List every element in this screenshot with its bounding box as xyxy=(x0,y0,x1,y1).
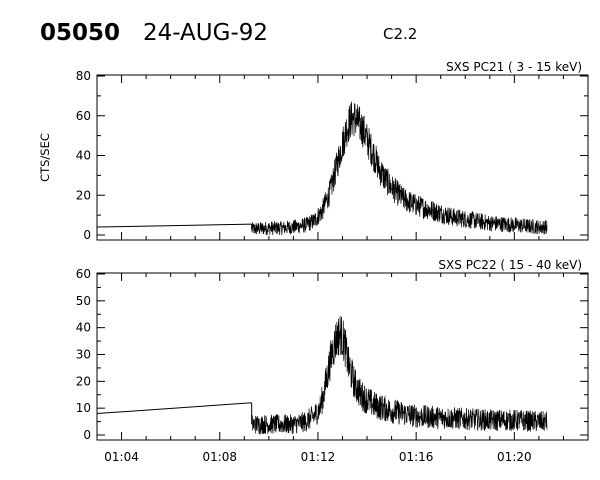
y-axis-label: CTS/SEC xyxy=(38,133,52,182)
y-tick-label: 20 xyxy=(76,374,91,388)
x-tick-label: 01:12 xyxy=(301,450,336,464)
event-id: 05050 xyxy=(40,20,120,46)
y-tick-label: 50 xyxy=(76,294,91,308)
y-tick-label: 60 xyxy=(76,267,91,281)
gap-segment xyxy=(96,402,252,415)
y-tick-label: 0 xyxy=(83,228,91,242)
panel-title: SXS PC22 ( 15 - 40 keV) xyxy=(438,258,582,272)
panel-pc22: SXS PC22 ( 15 - 40 keV) 0 10 20 30 40 50 60 01:0… xyxy=(76,258,589,464)
y-tick-label: 40 xyxy=(76,321,91,335)
x-tick-label: 01:20 xyxy=(497,450,532,464)
y-tick-label: 30 xyxy=(76,348,91,362)
series-line xyxy=(251,101,548,236)
series-line xyxy=(251,316,548,435)
y-tick-label: 80 xyxy=(76,69,91,83)
y-tick-label: 20 xyxy=(76,188,91,202)
y-tick-label: 10 xyxy=(76,401,91,415)
y-tick-label: 60 xyxy=(76,109,91,123)
panel-title: SXS PC21 ( 3 - 15 keV) xyxy=(446,60,582,74)
gap-segment xyxy=(96,223,252,228)
x-tick-label: 01:04 xyxy=(104,450,139,464)
flare-class: C2.2 xyxy=(383,25,417,43)
x-tick-label: 01:16 xyxy=(399,450,434,464)
y-tick-label: 0 xyxy=(83,428,91,442)
panel-pc21: SXS PC21 ( 3 - 15 keV) 0 20 40 60 80 CTS/SEC xyxy=(38,60,589,242)
y-tick-label: 40 xyxy=(76,149,91,163)
event-date: 24-AUG-92 xyxy=(143,20,268,46)
x-tick-label: 01:08 xyxy=(202,450,237,464)
